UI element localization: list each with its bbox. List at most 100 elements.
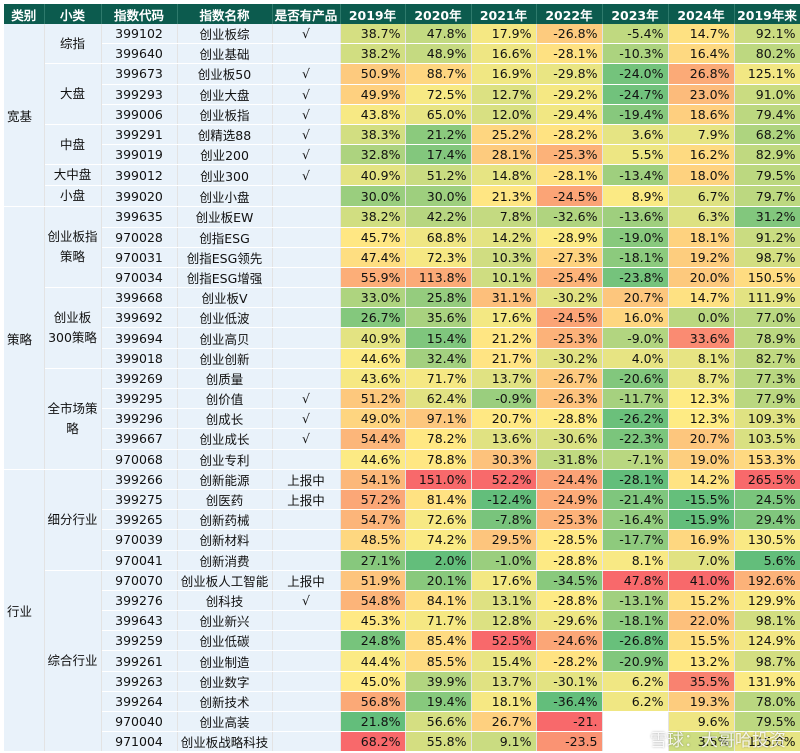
- return-value-cell: 12.0%: [471, 104, 537, 125]
- return-value-cell: -20.9%: [602, 650, 669, 672]
- return-value-cell: 14.2%: [471, 227, 537, 248]
- return-value-cell: 26.7%: [471, 711, 537, 733]
- return-value-cell: 16.0%: [602, 307, 669, 329]
- return-value-cell: 77.9%: [734, 388, 800, 410]
- return-value-cell: -7.8%: [471, 509, 537, 531]
- index-code-cell: 970039: [101, 529, 178, 551]
- table-row: 970031 创指ESG领先 47.4% 72.3% 10.3% -27.3% -18.1%…: [4, 247, 800, 268]
- subcategory-cell: 大中盘: [44, 164, 102, 187]
- return-value-cell: 41.0%: [668, 570, 735, 591]
- return-value-cell: 111.9%: [734, 287, 800, 309]
- index-code-cell: 399640: [101, 43, 178, 65]
- return-value-cell: 24.8%: [340, 630, 406, 652]
- return-value-cell: 12.3%: [668, 388, 735, 410]
- return-value-cell: 20.1%: [405, 570, 472, 591]
- return-value-cell: -24.9%: [536, 489, 603, 511]
- column-header: 2019年: [340, 4, 406, 24]
- column-header: 小类: [44, 4, 102, 24]
- index-name-cell: 创业成长: [177, 428, 273, 450]
- return-value-cell: -24.6%: [536, 630, 603, 652]
- return-value-cell: 78.0%: [734, 691, 800, 713]
- return-value-cell: 72.6%: [405, 509, 472, 531]
- return-value-cell: 113.8%: [405, 267, 472, 289]
- has-product-cell: √: [272, 164, 341, 187]
- return-value-cell: 57.2%: [340, 489, 406, 511]
- category-cell: 行业: [4, 468, 45, 753]
- column-header: 指数名称: [177, 4, 273, 24]
- index-code-cell: 399006: [101, 104, 178, 125]
- return-value-cell: -19.0%: [602, 227, 669, 248]
- return-value-cell: -26.2%: [602, 408, 669, 430]
- return-value-cell: 31.1%: [471, 287, 537, 309]
- return-value-cell: 13.6%: [471, 428, 537, 450]
- return-value-cell: 124.9%: [734, 630, 800, 652]
- index-code-cell: 399266: [101, 468, 178, 490]
- has-product-cell: 上报中: [272, 570, 341, 591]
- has-product-cell: [272, 327, 341, 349]
- return-value-cell: -31.8%: [536, 449, 603, 470]
- table-row: 971004 创业板战略科技 68.2% 55.8% 9.1% -23.5 3.5% 115.…: [4, 731, 800, 753]
- has-product-cell: √: [272, 84, 341, 105]
- return-value-cell: 77.3%: [734, 368, 800, 390]
- return-value-cell: 21.2%: [405, 124, 472, 146]
- return-value-cell: 28.1%: [471, 144, 537, 166]
- index-name-cell: 创业创新: [177, 348, 273, 369]
- index-name-cell: 创科技: [177, 590, 273, 612]
- return-value-cell: 77.0%: [734, 307, 800, 329]
- return-value-cell: -34.5%: [536, 570, 603, 591]
- return-value-cell: 84.1%: [405, 590, 472, 612]
- return-value-cell: -19.4%: [602, 104, 669, 125]
- table-row: 全市场策略 399269 创质量 43.6% 71.7% 13.7% -26.7% -20.6…: [4, 368, 800, 470]
- return-value-cell: 68.8%: [405, 227, 472, 248]
- return-value-cell: 29.4%: [734, 509, 800, 531]
- index-name-cell: 创新技术: [177, 691, 273, 713]
- return-value-cell: 21.8%: [340, 711, 406, 733]
- return-value-cell: 30.3%: [471, 449, 537, 470]
- return-value-cell: 18.1%: [471, 691, 537, 713]
- return-value-cell: 21.3%: [471, 185, 537, 208]
- return-value-cell: -24.4%: [536, 468, 603, 490]
- return-value-cell: 32.8%: [340, 144, 406, 166]
- return-value-cell: -24.5%: [536, 185, 603, 208]
- index-name-cell: 创业300: [177, 164, 273, 187]
- return-value-cell: 35.6%: [405, 307, 472, 329]
- index-code-cell: 399296: [101, 408, 178, 430]
- table-header-row: 类别 小类 指数代码 指数名称 是否有产品 2019年 2020年 2021年 2022年 202…: [4, 4, 800, 24]
- return-value-cell: 85.5%: [405, 650, 472, 672]
- return-value-cell: 71.7%: [405, 610, 472, 632]
- return-value-cell: 79.7%: [734, 185, 800, 208]
- has-product-cell: [272, 509, 341, 531]
- return-value-cell: 91.2%: [734, 227, 800, 248]
- return-value-cell: 44.6%: [340, 449, 406, 470]
- return-value-cell: 38.2%: [340, 43, 406, 65]
- return-value-cell: -27.3%: [536, 247, 603, 268]
- return-value-cell: -24.7%: [602, 84, 669, 105]
- return-value-cell: 45.7%: [340, 227, 406, 248]
- return-value-cell: 20.7%: [602, 287, 669, 309]
- return-value-cell: 68.2%: [734, 124, 800, 146]
- return-value-cell: -29.2%: [536, 84, 603, 105]
- return-value-cell: -21.4%: [602, 489, 669, 511]
- return-value-cell: -0.9%: [471, 388, 537, 410]
- index-code-cell: 399012: [101, 164, 178, 187]
- index-name-cell: 创业板战略科技: [177, 731, 273, 753]
- return-value-cell: 44.6%: [340, 348, 406, 369]
- return-value-cell: 56.8%: [340, 691, 406, 713]
- return-value-cell: -17.7%: [602, 529, 669, 551]
- index-code-cell: 399102: [101, 24, 178, 45]
- return-value-cell: 16.6%: [471, 43, 537, 65]
- index-code-cell: 399667: [101, 428, 178, 450]
- column-header: 2019年来: [734, 4, 800, 24]
- return-value-cell: 26.7%: [340, 307, 406, 329]
- return-value-cell: -13.4%: [602, 164, 669, 187]
- return-value-cell: 109.3%: [734, 408, 800, 430]
- column-header: 2021年: [471, 4, 537, 24]
- return-value-cell: 71.7%: [405, 368, 472, 390]
- table-row: 399667 创业成长 √ 54.4% 78.2% 13.6% -30.6% -22.3% 20…: [4, 428, 800, 450]
- return-value-cell: 7.9%: [668, 124, 735, 146]
- has-product-cell: [272, 267, 341, 289]
- return-value-cell: 153.3%: [734, 449, 800, 470]
- return-value-cell: 38.2%: [340, 206, 406, 228]
- category-cell: 宽基: [4, 24, 45, 208]
- has-product-cell: [272, 287, 341, 309]
